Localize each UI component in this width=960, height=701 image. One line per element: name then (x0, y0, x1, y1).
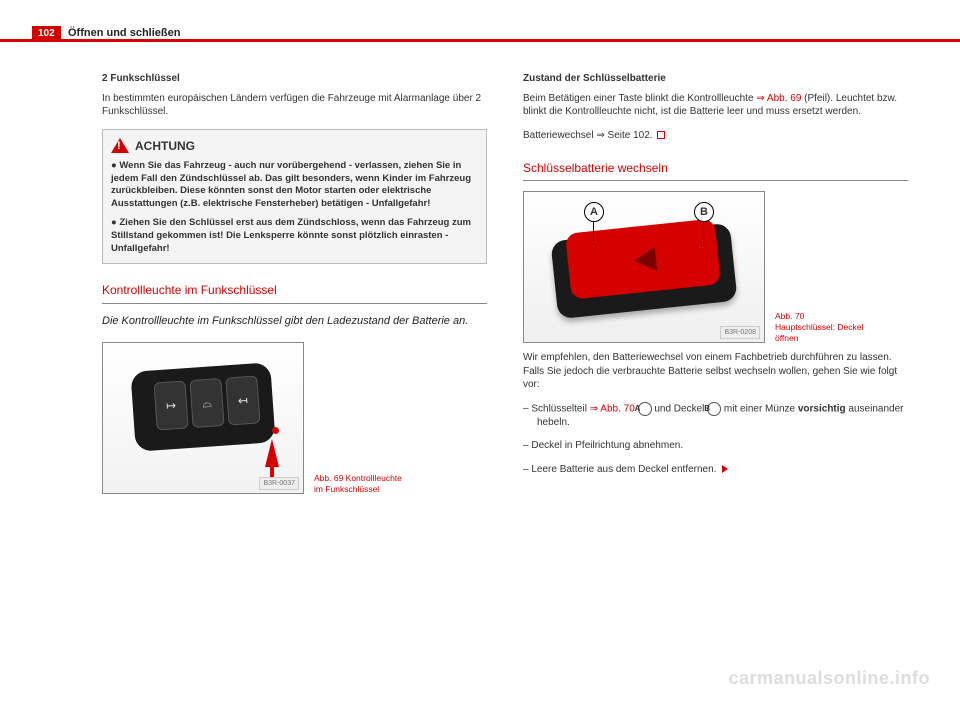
callout-b-inline: B (707, 402, 721, 416)
callout-b: B (694, 202, 714, 222)
warning-header: ACHTUNG (111, 138, 478, 154)
link-abb70: ⇒ Abb. 70 (590, 403, 635, 414)
intro-paragraph: In bestimmten europäischen Ländern verfü… (102, 92, 487, 119)
warning-title: ACHTUNG (135, 138, 195, 154)
trunk-button-icon: ⌓ (189, 378, 224, 428)
unlock-button-icon: ↦ (153, 381, 188, 431)
lead-paragraph: Die Kontrollleuchte im Funkschlüssel gib… (102, 314, 487, 329)
lock-button-icon: ↤ (225, 376, 260, 426)
battery-change-ref: Batteriewechsel ⇒ Seite 102. (523, 129, 908, 143)
warning-bullet-1: ● Wenn Sie das Fahrzeug - auch nur vorüb… (111, 160, 478, 211)
battery-change-intro: Wir empfehlen, den Batteriewechsel von e… (523, 351, 908, 392)
warning-triangle-icon (111, 138, 129, 153)
section-rule (523, 180, 908, 181)
text-span: Batteriewechsel ⇒ Seite 102. (523, 130, 653, 141)
figure-70-block: A B B3R-0208 Abb. 70 Hauptschlüssel: Dec… (523, 191, 908, 343)
callout-a: A (584, 202, 604, 222)
warning-box: ACHTUNG ● Wenn Sie das Fahrzeug - auch n… (102, 129, 487, 265)
battery-state-paragraph: Beim Betätigen einer Taste blinkt die Ko… (523, 92, 908, 119)
step-1: Schlüsselteil ⇒ Abb. 70 A und Deckel B m… (523, 402, 908, 430)
content-columns: 2 Funkschlüssel In bestimmten europäisch… (102, 72, 908, 661)
end-marker-icon (657, 131, 665, 139)
page: 102 Öffnen und schließen 2 Funkschlüssel… (0, 0, 960, 701)
figure-69: ↦ ⌓ ↤ B3R-0037 (102, 342, 304, 494)
text-span: mit einer Münze (721, 403, 798, 414)
chapter-title: Öffnen und schließen (68, 27, 180, 39)
text-bold: vorsichtig (798, 403, 846, 414)
subhead-2-funk: 2 Funkschlüssel (102, 72, 487, 86)
warning-bullet-2: ● Ziehen Sie den Schlüssel erst aus dem … (111, 217, 478, 255)
text-span: Schlüsselteil (531, 403, 589, 414)
step-3: Leere Batterie aus dem Deckel entfernen. (523, 463, 908, 477)
section-batterie-wechseln: Schlüsselbatterie wechseln (523, 160, 908, 176)
direction-arrow-icon (633, 247, 657, 273)
callout-a-inline: A (638, 402, 652, 416)
link-abb69: ⇒ Abb. 69 (756, 93, 801, 104)
section-rule (102, 303, 487, 304)
watermark: carmanualsonline.info (728, 668, 930, 689)
key-buttons: ↦ ⌓ ↤ (153, 376, 260, 431)
text-span: Leere Batterie aus dem Deckel entfernen. (531, 464, 716, 475)
led-icon (272, 427, 279, 434)
header-rule (0, 39, 960, 42)
left-column: 2 Funkschlüssel In bestimmten europäisch… (102, 72, 487, 661)
pointer-arrow-icon (265, 439, 279, 467)
section-kontrollleuchte: Kontrollleuchte im Funkschlüssel (102, 282, 487, 298)
continue-arrow-icon (722, 465, 728, 473)
figure-70: A B B3R-0208 (523, 191, 765, 343)
step-2: Deckel in Pfeilrichtung abnehmen. (523, 439, 908, 453)
figure-70-tag: B3R-0208 (720, 326, 760, 339)
figure-69-caption: Abb. 69 Kontrollleuchte im Funkschlüssel (314, 473, 404, 494)
figure-69-block: ↦ ⌓ ↤ B3R-0037 Abb. 69 Kontrollleuchte i… (102, 342, 487, 494)
figure-69-tag: B3R-0037 (259, 477, 299, 490)
text-span: Beim Betätigen einer Taste blinkt die Ko… (523, 93, 756, 104)
text-span: und Deckel (652, 403, 708, 414)
subhead-zustand: Zustand der Schlüsselbatterie (523, 72, 908, 86)
figure-70-caption: Abb. 70 Hauptschlüssel: Deckel öffnen (775, 311, 865, 343)
right-column: Zustand der Schlüsselbatterie Beim Betät… (523, 72, 908, 661)
